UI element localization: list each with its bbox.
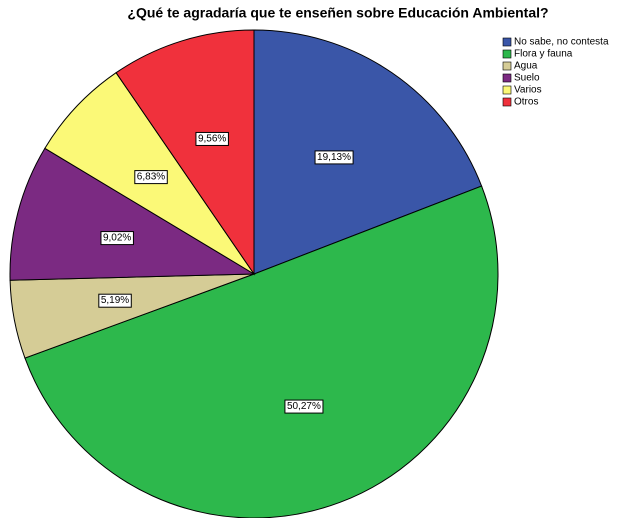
legend-swatch bbox=[502, 49, 512, 59]
data-label: 50,27% bbox=[287, 401, 321, 412]
data-label-box bbox=[284, 399, 324, 414]
pie-slice bbox=[9, 147, 256, 281]
legend-swatch bbox=[502, 85, 512, 95]
legend-label: No sabe, no contesta bbox=[514, 37, 609, 48]
legend-swatch bbox=[502, 97, 512, 107]
data-label-box bbox=[134, 170, 168, 185]
data-label-box bbox=[314, 150, 354, 165]
pie-slice bbox=[115, 29, 255, 276]
data-label: 19,13% bbox=[317, 152, 351, 163]
data-label-box bbox=[98, 293, 132, 308]
legend-label: Suelo bbox=[514, 73, 540, 84]
data-label: 9,56% bbox=[198, 133, 226, 144]
legend-label: Agua bbox=[514, 61, 538, 72]
data-label: 5,19% bbox=[101, 295, 129, 306]
data-label: 9,02% bbox=[103, 233, 131, 244]
legend-swatch bbox=[502, 37, 512, 47]
data-label: 6,83% bbox=[137, 172, 165, 183]
pie-slice bbox=[24, 185, 499, 518]
data-label-box bbox=[195, 131, 229, 146]
legend-swatch bbox=[502, 73, 512, 83]
legend-label: Otros bbox=[514, 97, 538, 108]
legend-label: Flora y fauna bbox=[514, 49, 573, 60]
legend-swatch bbox=[502, 61, 512, 71]
data-label-box bbox=[100, 231, 134, 246]
chart-title: ¿Qué te agradaría que te enseñen sobre E… bbox=[127, 5, 548, 21]
legend-label: Varios bbox=[514, 85, 542, 96]
pie-slice bbox=[253, 29, 483, 275]
